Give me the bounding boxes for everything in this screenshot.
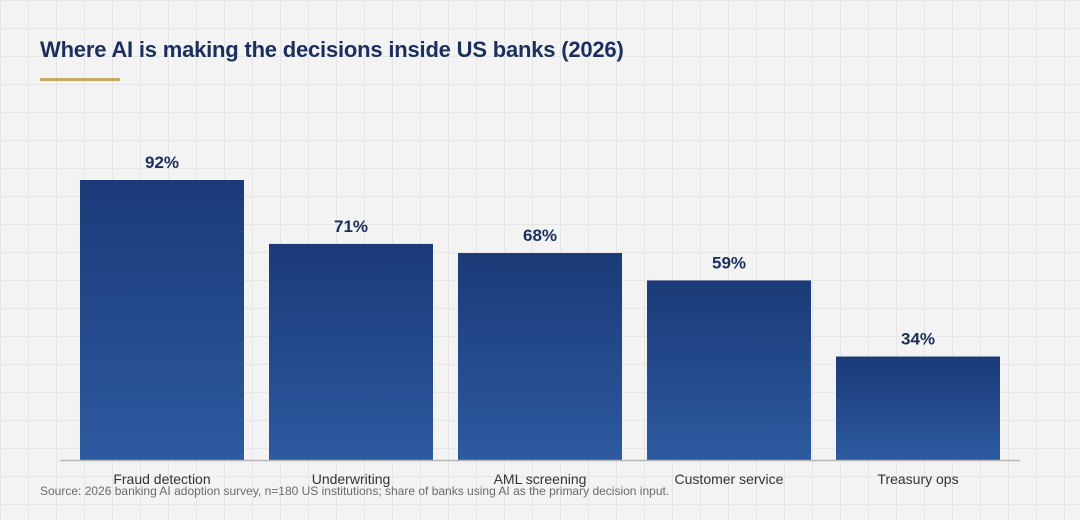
bar-treasury-ops <box>836 356 1000 460</box>
title-accent-rule <box>40 78 120 81</box>
bar-customer-service <box>647 280 811 460</box>
data-label: 92% <box>145 153 179 172</box>
data-label: 34% <box>901 330 935 349</box>
category-tick-label: AML screening <box>494 471 587 487</box>
data-label: 68% <box>523 226 557 245</box>
category-tick-label: Fraud detection <box>113 471 210 487</box>
category-tick-label: Customer service <box>675 471 784 487</box>
bar-underwriting <box>269 243 433 460</box>
category-tick-label: Underwriting <box>312 471 391 487</box>
chart-title: Where AI is making the decisions inside … <box>40 37 624 62</box>
bars-group <box>80 180 1000 460</box>
source-note: Source: 2026 banking AI adoption survey,… <box>40 484 670 498</box>
labels-group: 92% Fraud detection 71% Underwriting 68% AML … <box>113 153 958 487</box>
data-label: 71% <box>334 217 368 236</box>
bar-fraud-detection <box>80 180 244 460</box>
category-tick-label: Treasury ops <box>877 471 958 487</box>
data-label: 59% <box>712 253 746 272</box>
bar-aml-screening <box>458 253 622 460</box>
